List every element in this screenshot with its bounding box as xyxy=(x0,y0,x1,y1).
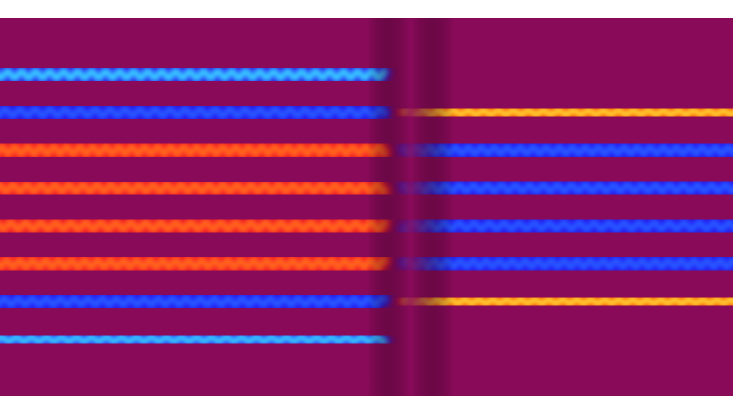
top-margin xyxy=(0,0,733,18)
transition-band xyxy=(0,18,733,396)
bottom-margin xyxy=(0,396,733,414)
